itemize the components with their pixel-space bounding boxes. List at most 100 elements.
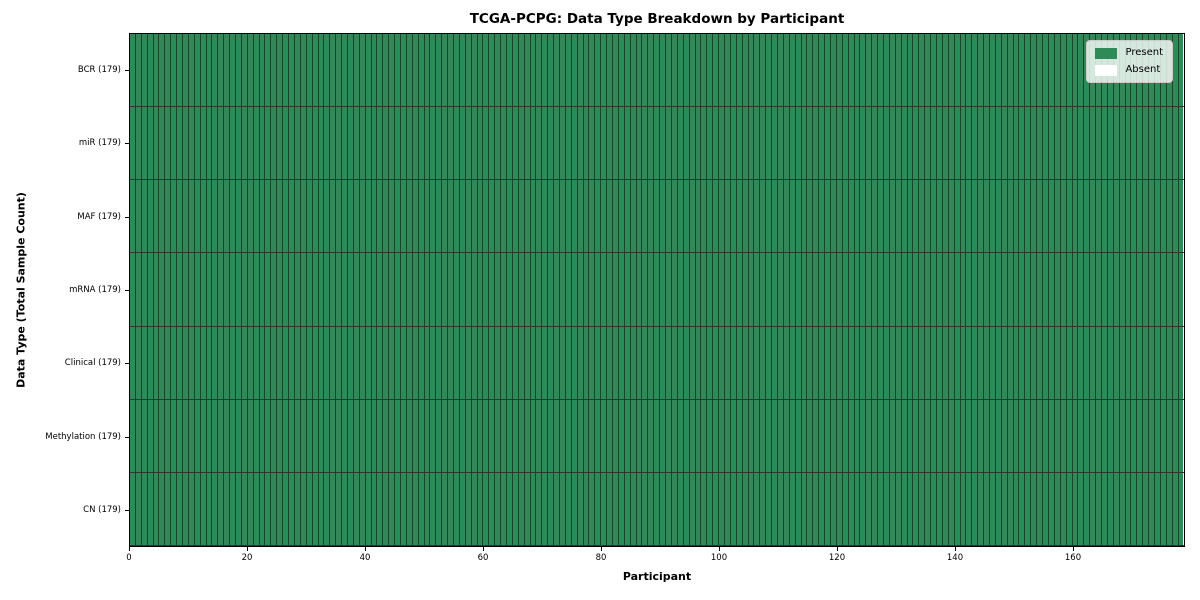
heatmap-cell <box>830 399 837 472</box>
heatmap-cell <box>677 399 684 472</box>
heatmap-cell <box>636 326 643 399</box>
heatmap-cell <box>819 34 826 107</box>
heatmap-cell <box>1107 107 1114 180</box>
heatmap-cell <box>359 399 366 472</box>
heatmap-cell <box>954 253 961 326</box>
heatmap-cell <box>789 253 796 326</box>
heatmap-cell <box>289 180 295 253</box>
heatmap-cell <box>783 253 790 326</box>
heatmap-cell <box>624 472 631 545</box>
heatmap-cell <box>671 34 678 107</box>
heatmap-cell <box>589 472 596 545</box>
heatmap-cell <box>554 472 561 545</box>
heatmap-cell <box>1019 34 1026 107</box>
heatmap-cell <box>424 34 431 107</box>
heatmap-cell <box>960 326 967 399</box>
heatmap-cell <box>271 180 278 253</box>
heatmap-cell <box>1060 180 1067 253</box>
heatmap-cell <box>1054 180 1061 253</box>
heatmap-cell <box>294 253 301 326</box>
heatmap-cell <box>748 399 755 472</box>
heatmap-cell <box>353 253 360 326</box>
heatmap-cell <box>648 253 655 326</box>
heatmap-cell <box>289 399 295 472</box>
heatmap-cell <box>241 399 248 472</box>
heatmap-cell <box>353 472 360 545</box>
heatmap-cell <box>347 253 354 326</box>
heatmap-cell <box>135 472 142 545</box>
heatmap-cell <box>495 180 502 253</box>
heatmap-cell <box>542 326 549 399</box>
heatmap-cell <box>1066 253 1073 326</box>
heatmap-cell <box>548 253 555 326</box>
heatmap-cell <box>972 253 979 326</box>
heatmap-cell <box>866 107 873 180</box>
heatmap-cell <box>200 34 207 107</box>
heatmap-cell <box>330 472 337 545</box>
heatmap-cell <box>1013 326 1020 399</box>
heatmap-cell <box>925 472 932 545</box>
heatmap-cell <box>878 326 884 399</box>
heatmap-cell <box>1178 180 1184 253</box>
heatmap-cell <box>860 472 867 545</box>
heatmap-cell <box>1072 253 1079 326</box>
heatmap-cell <box>889 34 896 107</box>
heatmap-cell <box>613 472 619 545</box>
heatmap-cell <box>259 253 266 326</box>
heatmap-cell <box>607 399 614 472</box>
heatmap-cell <box>200 107 207 180</box>
heatmap-cell <box>577 399 584 472</box>
heatmap-cell <box>1078 326 1085 399</box>
heatmap-cell <box>548 326 555 399</box>
y-tick-label: CN (179) <box>83 505 121 515</box>
heatmap-cell <box>630 326 637 399</box>
heatmap-cell <box>230 326 237 399</box>
heatmap-cell <box>442 180 449 253</box>
heatmap-cell <box>719 34 725 107</box>
heatmap-cell <box>206 180 213 253</box>
heatmap-cell <box>365 34 372 107</box>
heatmap-cell <box>418 107 425 180</box>
heatmap-cell <box>972 34 979 107</box>
heatmap-cell <box>630 34 637 107</box>
heatmap-cell <box>701 107 708 180</box>
heatmap-cell <box>954 180 961 253</box>
heatmap-cell <box>453 180 460 253</box>
heatmap-cell <box>453 34 460 107</box>
heatmap-cell <box>524 326 531 399</box>
heatmap-cell <box>271 399 278 472</box>
heatmap-cell <box>177 253 184 326</box>
heatmap-cell <box>848 180 855 253</box>
heatmap-cell <box>954 107 961 180</box>
heatmap-cell <box>978 326 985 399</box>
heatmap-cell <box>530 399 537 472</box>
heatmap-cell <box>913 34 920 107</box>
heatmap-cell <box>636 472 643 545</box>
heatmap-cell <box>194 472 201 545</box>
heatmap-cell <box>601 107 608 180</box>
heatmap-cell <box>1090 326 1097 399</box>
heatmap-cell <box>495 399 502 472</box>
heatmap-cell <box>1066 399 1073 472</box>
heatmap-cell <box>159 253 166 326</box>
heatmap-cell <box>483 180 490 253</box>
heatmap-cell <box>524 399 531 472</box>
heatmap-cell <box>565 399 572 472</box>
heatmap-cell <box>206 253 213 326</box>
heatmap-cell <box>1078 180 1085 253</box>
heatmap-cell <box>931 107 938 180</box>
heatmap-cell <box>978 472 985 545</box>
heatmap-cell <box>171 180 178 253</box>
heatmap-cell <box>795 326 802 399</box>
heatmap-cell <box>489 180 496 253</box>
heatmap-cell <box>607 326 614 399</box>
heatmap-cell <box>1113 253 1120 326</box>
heatmap-cell <box>795 472 802 545</box>
heatmap-cell <box>1101 326 1108 399</box>
heatmap-cell <box>801 180 808 253</box>
heatmap-cell <box>595 472 602 545</box>
heatmap-cell <box>300 472 307 545</box>
heatmap-cell <box>937 399 943 472</box>
heatmap-cell <box>283 472 290 545</box>
x-tick-label: 160 <box>1064 553 1082 563</box>
